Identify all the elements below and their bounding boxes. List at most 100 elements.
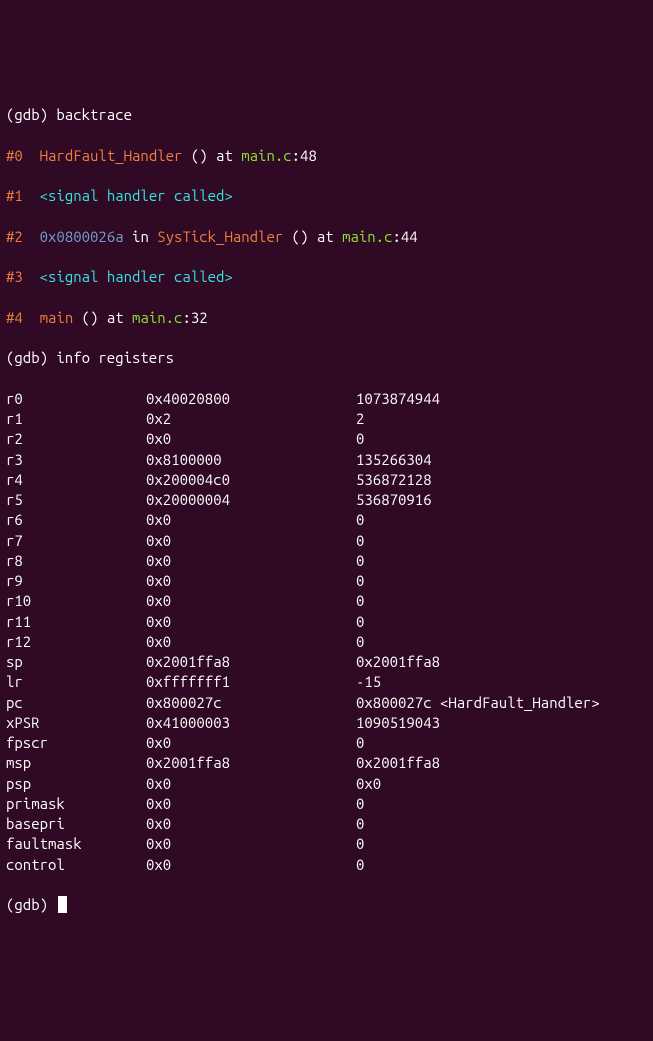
- frame-line: :32: [182, 309, 207, 326]
- register-hex: 0x0: [146, 571, 356, 591]
- register-hex: 0x0: [146, 632, 356, 652]
- register-row: r100x00: [6, 591, 647, 611]
- backtrace-frame: #0 HardFault_Handler () at main.c:48: [6, 146, 647, 166]
- register-row: r110x00: [6, 612, 647, 632]
- register-name: r6: [6, 510, 146, 530]
- register-row: psp0x00x0: [6, 774, 647, 794]
- register-row: msp0x2001ffa80x2001ffa8: [6, 753, 647, 773]
- register-row: basepri0x00: [6, 814, 647, 834]
- register-hex: 0x0: [146, 429, 356, 449]
- gdb-prompt-line[interactable]: (gdb): [6, 895, 647, 915]
- register-row: fpscr0x00: [6, 733, 647, 753]
- register-hex: 0x0: [146, 612, 356, 632]
- register-hex: 0x200004c0: [146, 470, 356, 490]
- register-name: r11: [6, 612, 146, 632]
- register-dec: 0: [356, 571, 364, 591]
- register-name: xPSR: [6, 713, 146, 733]
- register-row: r30x8100000135266304: [6, 450, 647, 470]
- frame-signal: <signal handler called>: [40, 187, 233, 204]
- register-dec: 0: [356, 834, 364, 854]
- register-hex: 0x800027c: [146, 693, 356, 713]
- register-hex: 0x0: [146, 794, 356, 814]
- register-dec: 0x2001ffa8: [356, 753, 440, 773]
- register-name: psp: [6, 774, 146, 794]
- register-hex: 0x2001ffa8: [146, 753, 356, 773]
- register-name: r12: [6, 632, 146, 652]
- register-hex: 0xfffffff1: [146, 672, 356, 692]
- register-name: r4: [6, 470, 146, 490]
- register-row: control0x00: [6, 855, 647, 875]
- register-hex: 0x0: [146, 774, 356, 794]
- register-name: sp: [6, 652, 146, 672]
- register-hex: 0x40020800: [146, 389, 356, 409]
- register-dec: 536870916: [356, 490, 432, 510]
- frame-in: in: [124, 228, 158, 245]
- register-name: r8: [6, 551, 146, 571]
- register-row: lr0xfffffff1-15: [6, 672, 647, 692]
- register-dec: 0: [356, 855, 364, 875]
- register-row: xPSR0x410000031090519043: [6, 713, 647, 733]
- backtrace-frame: #1 <signal handler called>: [6, 186, 647, 206]
- register-name: msp: [6, 753, 146, 773]
- frame-number: #0: [6, 147, 23, 164]
- register-dec: 0x2001ffa8: [356, 652, 440, 672]
- register-dec: 1073874944: [356, 389, 440, 409]
- register-hex: 0x0: [146, 551, 356, 571]
- registers-table: r00x400208001073874944r10x22r20x00r30x81…: [6, 389, 647, 875]
- backtrace-frame: #3 <signal handler called>: [6, 267, 647, 287]
- register-name: r10: [6, 591, 146, 611]
- frame-function: HardFault_Handler: [40, 147, 183, 164]
- register-hex: 0x0: [146, 855, 356, 875]
- frame-file: main.c: [342, 228, 392, 245]
- register-name: r9: [6, 571, 146, 591]
- register-row: pc0x800027c0x800027c <HardFault_Handler>: [6, 693, 647, 713]
- register-dec: 0: [356, 591, 364, 611]
- register-name: fpscr: [6, 733, 146, 753]
- frame-at: () at: [73, 309, 132, 326]
- register-hex: 0x2: [146, 409, 356, 429]
- register-dec: 0: [356, 531, 364, 551]
- command-text: backtrace: [56, 106, 132, 123]
- gdb-prompt: (gdb): [6, 106, 56, 123]
- frame-file: main.c: [241, 147, 291, 164]
- register-name: basepri: [6, 814, 146, 834]
- frame-line: :44: [392, 228, 417, 245]
- backtrace-frame: #4 main () at main.c:32: [6, 308, 647, 328]
- register-dec: 0: [356, 612, 364, 632]
- gdb-command-line: (gdb) info registers: [6, 348, 647, 368]
- frame-signal: <signal handler called>: [40, 268, 233, 285]
- register-name: lr: [6, 672, 146, 692]
- register-name: control: [6, 855, 146, 875]
- register-dec: 0: [356, 733, 364, 753]
- register-name: r2: [6, 429, 146, 449]
- register-row: r60x00: [6, 510, 647, 530]
- register-row: r20x00: [6, 429, 647, 449]
- register-row: r40x200004c0536872128: [6, 470, 647, 490]
- register-dec: 1090519043: [356, 713, 440, 733]
- register-name: faultmask: [6, 834, 146, 854]
- register-row: sp0x2001ffa80x2001ffa8: [6, 652, 647, 672]
- frame-function: SysTick_Handler: [157, 228, 283, 245]
- frame-function: main: [40, 309, 74, 326]
- register-hex: 0x2001ffa8: [146, 652, 356, 672]
- command-text: info registers: [56, 349, 174, 366]
- register-dec: 0: [356, 429, 364, 449]
- register-dec: 0: [356, 551, 364, 571]
- frame-at: () at: [283, 228, 342, 245]
- register-hex: 0x8100000: [146, 450, 356, 470]
- register-row: r00x400208001073874944: [6, 389, 647, 409]
- gdb-prompt: (gdb): [6, 896, 56, 913]
- register-name: primask: [6, 794, 146, 814]
- register-row: r50x20000004536870916: [6, 490, 647, 510]
- register-name: r7: [6, 531, 146, 551]
- register-hex: 0x0: [146, 814, 356, 834]
- register-row: r120x00: [6, 632, 647, 652]
- backtrace-frame: #2 0x0800026a in SysTick_Handler () at m…: [6, 227, 647, 247]
- register-hex: 0x0: [146, 510, 356, 530]
- register-dec: -15: [356, 672, 381, 692]
- register-dec: 0x800027c <HardFault_Handler>: [356, 693, 600, 713]
- gdb-prompt: (gdb): [6, 349, 56, 366]
- register-row: r80x00: [6, 551, 647, 571]
- frame-number: #4: [6, 309, 23, 326]
- register-row: primask0x00: [6, 794, 647, 814]
